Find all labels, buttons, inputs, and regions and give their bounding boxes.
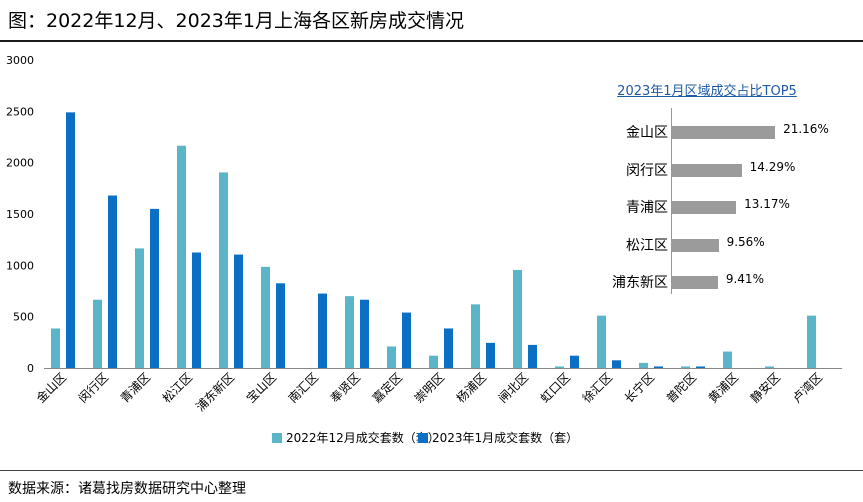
inset-bar: [672, 126, 776, 139]
bar-dec-2022: [51, 328, 60, 368]
bar-dec-2022: [807, 315, 816, 368]
footer-divider: [0, 470, 863, 471]
bar-jan-2023: [276, 283, 285, 368]
inset-category-label: 青浦区: [626, 200, 668, 216]
inset-bar: [672, 163, 742, 177]
x-category-label: 普陀区: [663, 370, 699, 406]
bar-dec-2022: [723, 351, 732, 368]
x-category-label: 闸北区: [496, 370, 531, 405]
inset-value-label: 14.29%: [749, 159, 796, 174]
bar-jan-2023: [192, 252, 201, 368]
bar-jan-2023: [486, 342, 495, 368]
bar-jan-2023: [108, 195, 117, 368]
y-tick-label: 1000: [6, 259, 34, 272]
legend-swatch: [418, 433, 428, 443]
y-tick-label: 500: [13, 311, 34, 324]
inset-category-label: 浦东新区: [612, 275, 668, 291]
x-category-label: 闵行区: [75, 370, 111, 406]
bar-dec-2022: [93, 299, 102, 368]
bar-jan-2023: [318, 293, 327, 368]
x-category-label: 长宁区: [621, 370, 657, 406]
bar-jan-2023: [612, 360, 621, 368]
title-divider: [0, 40, 863, 42]
bar-dec-2022: [429, 355, 438, 368]
x-category-label: 黄浦区: [706, 370, 741, 405]
top5-inset-chart: 2023年1月区域成交占比TOP5 金山区 21.16% 闵行区 14.29% 青浦区 1…: [574, 72, 840, 298]
y-tick-label: 2000: [6, 157, 34, 170]
x-category-label: 奉贤区: [328, 370, 363, 405]
bar-dec-2022: [513, 269, 522, 368]
inset-axis-line: [671, 108, 672, 294]
inset-value-label: 9.56%: [726, 234, 765, 249]
inset-category-label: 金山区: [626, 125, 668, 141]
x-category-label: 浦东新区: [193, 370, 238, 415]
x-category-label: 卢湾区: [789, 370, 825, 406]
inset-value-label: 13.17%: [744, 197, 790, 211]
x-category-label: 青浦区: [118, 370, 153, 405]
bar-jan-2023: [234, 254, 243, 368]
legend-swatch: [272, 433, 282, 443]
x-category-label: 嘉定区: [369, 370, 405, 406]
x-category-label: 崇明区: [412, 370, 447, 405]
bar-jan-2023: [444, 328, 453, 368]
x-category-label: 静安区: [747, 370, 783, 406]
inset-row: 浦东新区 9.41%: [574, 266, 840, 296]
inset-value-label: 9.41%: [725, 272, 764, 286]
bar-jan-2023: [696, 366, 705, 368]
bar-dec-2022: [135, 248, 144, 368]
y-tick-label: 2500: [6, 105, 34, 118]
bar-dec-2022: [387, 346, 396, 368]
inset-row: 闵行区 14.29%: [574, 154, 840, 184]
legend-label: 2022年12月成交套数（套）: [286, 430, 440, 445]
x-category-label: 松江区: [160, 370, 195, 405]
inset-bar: [672, 276, 718, 289]
y-tick-label: 1500: [6, 208, 34, 221]
data-source: 数据来源：诸葛找房数据研究中心整理: [8, 481, 246, 497]
bar-dec-2022: [597, 315, 606, 368]
y-tick-label: 0: [27, 362, 34, 375]
x-category-label: 徐汇区: [579, 370, 615, 406]
bar-jan-2023: [402, 312, 411, 368]
y-tick-label: 3000: [6, 54, 34, 67]
inset-row: 金山区 21.16%: [574, 116, 840, 146]
x-category-label: 杨浦区: [453, 370, 489, 406]
inset-bar: [672, 238, 719, 252]
bar-dec-2022: [639, 362, 648, 368]
bar-jan-2023: [360, 299, 369, 368]
bar-dec-2022: [681, 366, 690, 368]
inset-title: 2023年1月区域成交占比TOP5: [617, 84, 797, 99]
bar-jan-2023: [654, 366, 663, 368]
bar-dec-2022: [555, 366, 564, 368]
bar-jan-2023: [528, 344, 537, 368]
bar-dec-2022: [219, 172, 228, 368]
bar-jan-2023: [570, 355, 579, 368]
chart-title: 图：2022年12月、2023年1月上海各区新房成交情况: [8, 10, 464, 32]
x-category-label: 虹口区: [538, 370, 573, 405]
inset-row: 松江区 9.56%: [574, 229, 840, 259]
x-category-label: 金山区: [33, 370, 69, 406]
inset-bar: [672, 201, 737, 214]
legend-label: 2023年1月成交套数（套）: [432, 430, 578, 445]
x-category-label: 南汇区: [285, 370, 321, 406]
x-category-label: 宝山区: [244, 370, 279, 405]
bar-dec-2022: [765, 366, 774, 368]
bar-dec-2022: [345, 296, 354, 368]
inset-category-label: 闵行区: [626, 162, 668, 179]
inset-category-label: 松江区: [626, 237, 668, 254]
bar-dec-2022: [261, 266, 270, 368]
inset-value-label: 21.16%: [783, 122, 829, 136]
inset-row: 青浦区 13.17%: [574, 191, 840, 221]
bar-dec-2022: [177, 145, 186, 368]
bar-dec-2022: [471, 304, 480, 368]
bar-jan-2023: [66, 112, 75, 368]
bar-jan-2023: [150, 208, 159, 368]
